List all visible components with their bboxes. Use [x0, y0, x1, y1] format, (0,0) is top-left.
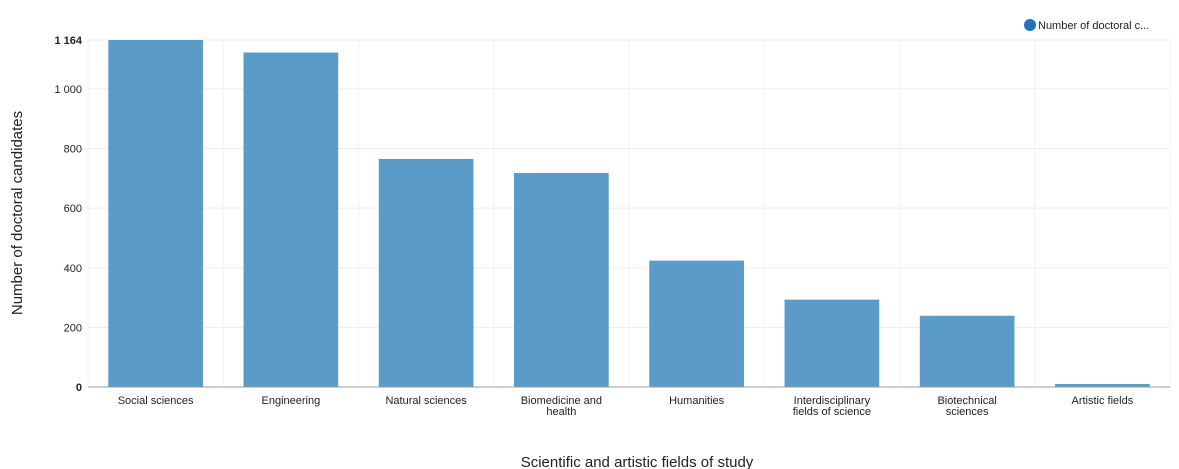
x-tick-label: Interdisciplinary fields of science — [793, 395, 871, 418]
x-tick-label: Engineering — [262, 395, 321, 407]
x-tick-label: Natural sciences — [385, 395, 467, 407]
y-tick-label: 1 164 — [54, 35, 82, 47]
x-tick-label: Social sciences — [118, 395, 194, 407]
y-tick-label: 1 000 — [54, 84, 82, 96]
y-tick-label: 600 — [64, 203, 82, 215]
bar[interactable] — [108, 40, 203, 387]
y-axis-ticks: 0 200 400 600 800 1 000 1 164 — [54, 35, 82, 394]
legend-marker-icon — [1024, 19, 1036, 31]
y-tick-label: 0 — [76, 382, 82, 394]
bar[interactable] — [378, 158, 474, 387]
x-axis-ticks: Social sciences Engineering Natural scienc… — [118, 395, 1134, 418]
x-tick-label: Biotechnical sciences — [937, 395, 996, 418]
x-axis-title: Scientific and artistic fields of study — [521, 454, 754, 469]
bars — [108, 40, 1150, 387]
legend[interactable]: Number of doctoral c... — [1024, 19, 1149, 32]
x-tick-label: Biomedicine and health — [521, 395, 602, 418]
bar[interactable] — [514, 172, 609, 387]
legend-label: Number of doctoral c... — [1038, 20, 1149, 32]
y-tick-label: 800 — [64, 144, 82, 156]
y-axis-title: Number of doctoral candidates — [9, 111, 26, 315]
x-tick-label: Humanities — [669, 395, 725, 407]
y-tick-label: 200 — [64, 322, 82, 334]
bar[interactable] — [243, 52, 339, 387]
bar[interactable] — [919, 315, 1015, 387]
bar[interactable] — [784, 299, 880, 387]
bar[interactable] — [1055, 384, 1150, 387]
x-tick-label: Artistic fields — [1072, 395, 1134, 407]
bar[interactable] — [649, 260, 744, 387]
y-tick-label: 400 — [64, 263, 82, 275]
